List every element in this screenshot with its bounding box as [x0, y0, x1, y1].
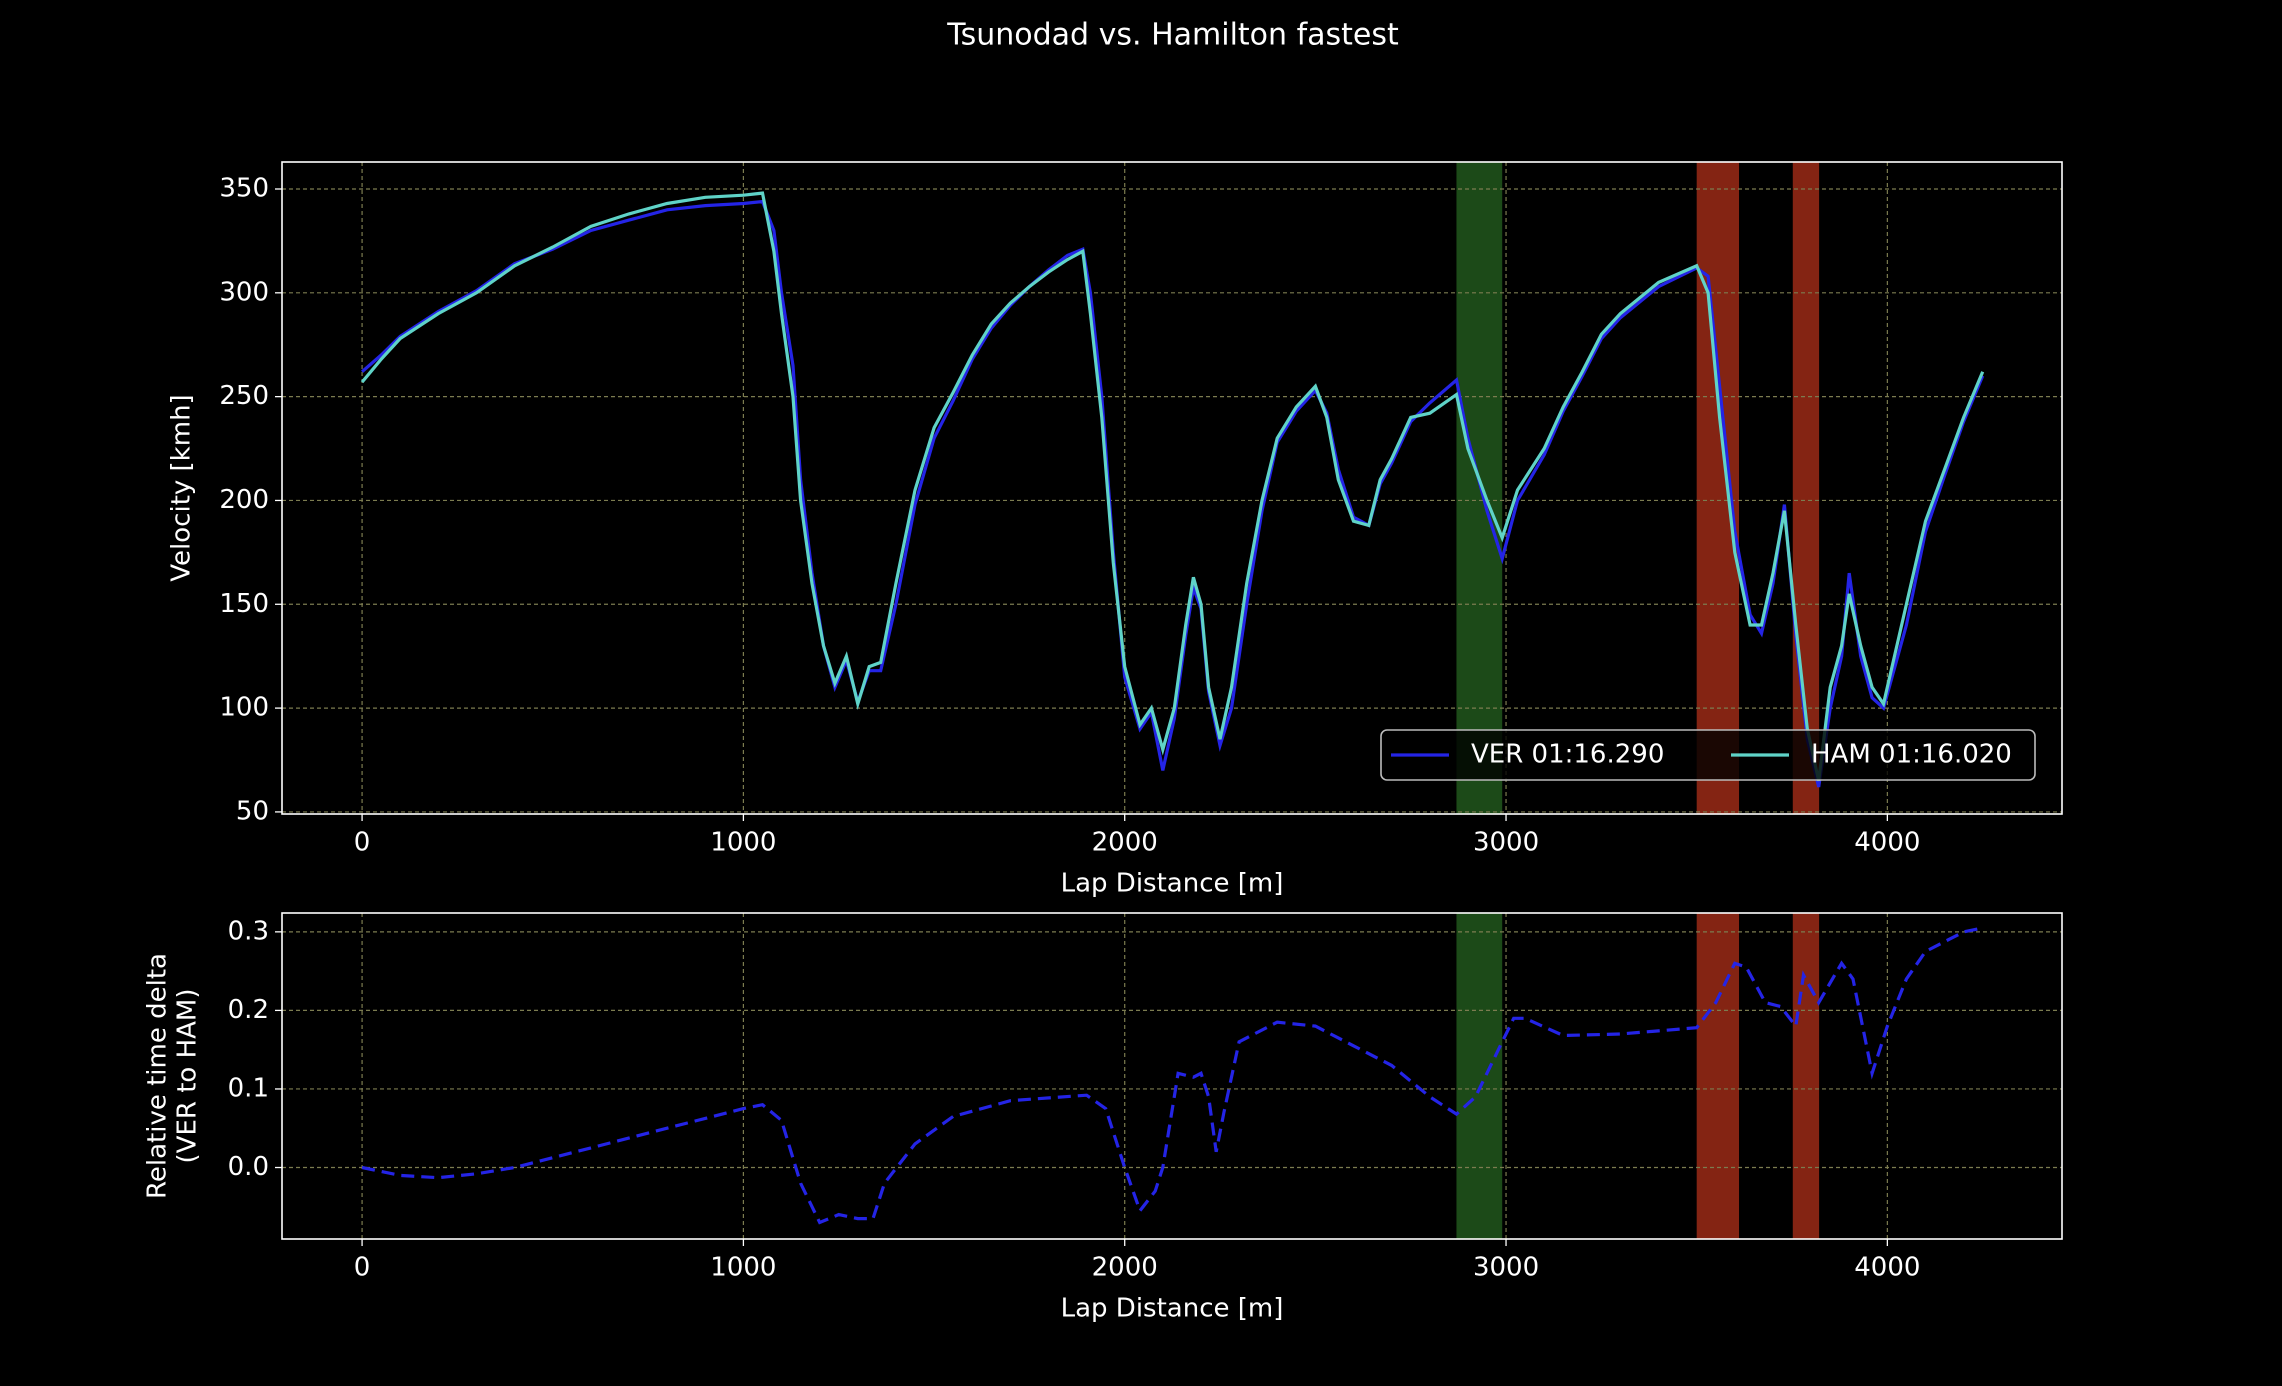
x-tick-label: 1000	[710, 828, 776, 858]
axes-frame	[281, 161, 2063, 815]
x-tick-label: 1000	[710, 1253, 776, 1283]
x-tick-label: 3000	[1473, 828, 1539, 858]
x-tick-label: 2000	[1092, 828, 1158, 858]
x-tick-label: 0	[354, 1253, 371, 1283]
highlight-span	[1792, 913, 1820, 1239]
y-tick-label: 300	[219, 277, 269, 307]
x-tick-label: 3000	[1473, 1253, 1539, 1283]
legend-label: VER 01:16.290	[1471, 740, 1664, 770]
x-tick-label: 4000	[1854, 828, 1920, 858]
y-axis-label: (VER to HAM)	[173, 989, 203, 1164]
y-axis-label: Relative time delta	[143, 953, 173, 1199]
highlight-span	[1696, 162, 1740, 814]
highlight-span	[1696, 913, 1740, 1239]
series-line	[361, 199, 1985, 788]
y-tick-label: 0.1	[228, 1073, 269, 1103]
y-tick-label: 200	[219, 485, 269, 515]
x-tick-label: 2000	[1092, 1253, 1158, 1283]
x-tick-label: 0	[354, 828, 371, 858]
legend-box	[1380, 729, 2036, 781]
highlight-span	[1456, 913, 1503, 1239]
y-tick-label: 50	[236, 796, 269, 826]
y-tick-label: 150	[219, 589, 269, 619]
highlight-span	[1456, 162, 1503, 814]
legend: VER 01:16.290 HAM 01:16.020	[1380, 729, 2036, 781]
series-line	[361, 926, 1984, 1225]
x-axis-label: Lap Distance [m]	[1061, 869, 1284, 899]
y-tick-label: 0.0	[228, 1152, 269, 1182]
x-axis-label: Lap Distance [m]	[1061, 1294, 1284, 1324]
axes-frame	[281, 912, 2063, 1240]
y-tick-label: 0.3	[228, 916, 269, 946]
x-tick-label: 4000	[1854, 1253, 1920, 1283]
legend-label: HAM 01:16.020	[1811, 740, 2012, 770]
figure-title: Tsunodad vs. Hamilton fastest	[946, 18, 1399, 53]
y-axis-label: Velocity [kmh]	[167, 394, 197, 581]
y-tick-label: 350	[219, 173, 269, 203]
series-line	[360, 191, 1985, 782]
y-tick-label: 250	[219, 381, 269, 411]
y-tick-label: 0.2	[228, 995, 269, 1025]
y-tick-label: 100	[219, 693, 269, 723]
